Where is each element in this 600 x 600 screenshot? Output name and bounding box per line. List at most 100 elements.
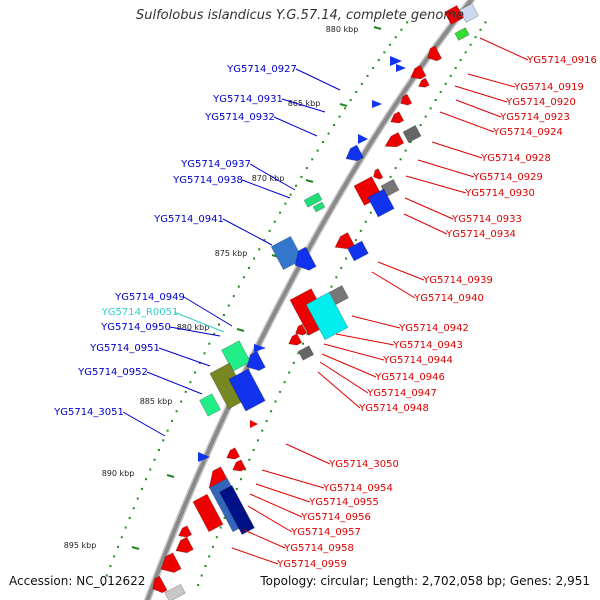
kbp-tick-label: 870 kbp	[252, 174, 285, 183]
genome-summary-text: Topology: circular; Length: 2,702,058 bp…	[260, 574, 590, 588]
inner-guide-dot	[424, 115, 427, 118]
gene-feature	[345, 144, 364, 162]
gene-feature	[312, 201, 326, 213]
inner-guide-dot	[239, 478, 242, 481]
gene-feature	[443, 4, 465, 26]
kbp-tick-mark	[131, 546, 140, 550]
gene-feature	[178, 525, 193, 538]
leader-line	[285, 443, 331, 465]
gene-label-left: YG5714_0950	[100, 322, 171, 333]
leader-line	[467, 73, 516, 88]
outer-guide-dot	[366, 74, 369, 77]
outer-guide-dot	[149, 468, 152, 471]
gene-label-left: YG5714_0938	[172, 175, 243, 186]
gene-label-right: YG5714_0934	[445, 229, 516, 240]
gene-feature	[427, 45, 443, 62]
kbp-tick-label: 875 kbp	[215, 249, 248, 258]
gene-label-right: YG5714_0944	[382, 355, 453, 366]
leader-line	[321, 353, 377, 378]
leader-line	[281, 98, 326, 113]
gene-label-left: YG5714_0949	[114, 292, 185, 303]
gene-feature	[390, 111, 405, 124]
outer-guide-dot	[253, 257, 256, 260]
gene-feature	[358, 134, 368, 144]
outer-guide-dot	[217, 323, 220, 326]
outer-guide-dot	[184, 390, 187, 393]
gene-feature	[334, 232, 355, 250]
inner-guide-dot	[340, 266, 343, 269]
outer-guide-dot	[355, 90, 358, 93]
outer-guide-dot	[222, 314, 225, 317]
kbp-tick-label: 880 kbp	[326, 25, 359, 34]
inner-guide-dot	[297, 352, 300, 355]
gene-label-right: YG5714_0916	[526, 55, 597, 66]
outer-guide-dot	[180, 400, 183, 403]
outer-guide-dot	[377, 59, 380, 62]
gene-feature	[367, 188, 395, 218]
gene-label-right: YG5714_0948	[358, 403, 429, 414]
gene-label-right: YG5714_0933	[451, 214, 522, 225]
gene-label-right: YG5714_0943	[392, 340, 463, 351]
kbp-tick-label: 865 kbp	[288, 99, 321, 108]
leader-line	[403, 213, 448, 235]
inner-guide-dot	[479, 28, 482, 31]
inner-guide-dot	[200, 574, 203, 577]
inner-guide-dot	[454, 66, 457, 69]
gene-label-left: YG5714_0941	[153, 214, 224, 225]
inner-guide-dot	[474, 36, 477, 39]
inner-guide-dot	[409, 141, 412, 144]
outer-guide-dot	[268, 229, 271, 232]
leader-line	[295, 68, 341, 91]
leader-line	[261, 469, 325, 489]
leader-line	[377, 261, 425, 281]
inner-guide-dot	[335, 276, 338, 279]
leader-line	[169, 326, 221, 337]
leader-line	[249, 493, 303, 518]
inner-guide-dot	[464, 51, 467, 54]
gene-label-right: YG5714_0946	[374, 372, 445, 383]
leader-line	[255, 483, 311, 503]
gene-feature	[417, 77, 430, 88]
outer-guide-dot	[237, 285, 240, 288]
leader-line	[158, 347, 211, 367]
gene-feature	[303, 192, 323, 208]
inner-guide-dot	[419, 124, 422, 127]
outer-guide-dot	[406, 21, 409, 24]
outer-guide-dot	[162, 439, 165, 442]
gene-feature	[164, 583, 186, 600]
gene-feature	[410, 64, 427, 80]
leader-line	[417, 159, 475, 178]
leader-line	[249, 163, 296, 191]
leader-line	[122, 411, 166, 437]
outer-guide-dot	[333, 124, 336, 127]
gene-feature	[199, 393, 221, 417]
outer-guide-dot	[145, 478, 148, 481]
gene-label-right: YG5714_0923	[499, 112, 570, 123]
outer-guide-dot	[124, 526, 127, 529]
outer-guide-dot	[247, 266, 250, 269]
kbp-tick-mark	[166, 474, 175, 478]
outer-guide-dot	[327, 132, 330, 135]
gene-label-right: YG5714_0955	[308, 497, 379, 508]
gene-feature	[288, 333, 303, 346]
outer-guide-dot	[322, 141, 325, 144]
gene-feature	[250, 420, 258, 428]
outer-guide-dot	[113, 555, 116, 558]
leader-line	[243, 529, 286, 549]
gene-label-left: YG5714_3051	[53, 407, 124, 418]
gene-label-right: YG5714_3050	[328, 459, 399, 470]
gene-feature	[226, 447, 241, 460]
inner-guide-dot	[369, 211, 372, 214]
inner-guide-dot	[306, 333, 309, 336]
gene-label-left: YG5714_0931	[212, 94, 283, 105]
gene-label-right: YG5714_0956	[300, 512, 371, 523]
inner-guide-dot	[364, 220, 367, 223]
accession-text: Accession: NC_012622	[9, 574, 146, 588]
leader-line	[247, 505, 293, 533]
outer-guide-dot	[295, 184, 298, 187]
gene-label-right: YG5714_0924	[492, 127, 563, 138]
outer-guide-dot	[394, 36, 397, 39]
kbp-tick-mark	[236, 328, 245, 332]
outer-guide-dot	[105, 574, 108, 577]
gene-feature	[390, 56, 402, 66]
